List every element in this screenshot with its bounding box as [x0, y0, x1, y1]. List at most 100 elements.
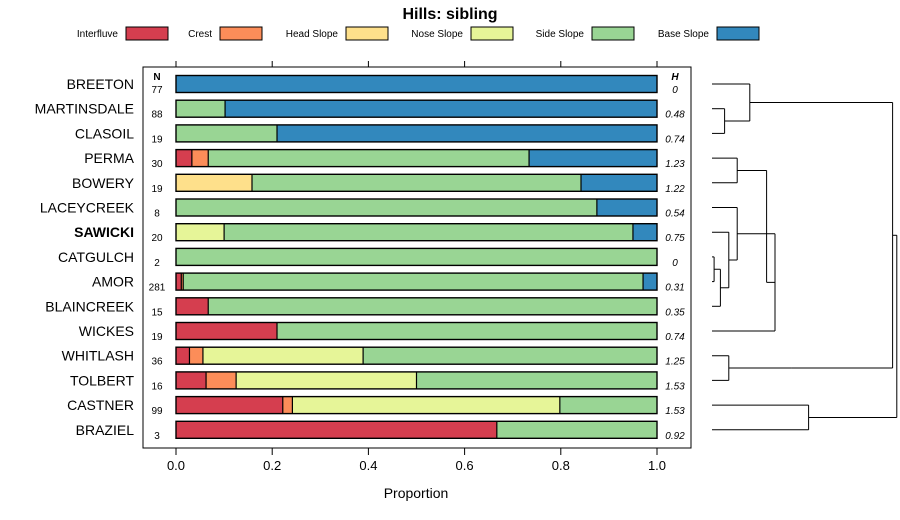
- bar-segment-laceycreek-base-slope: [596, 199, 657, 216]
- legend-label-interfluve: Interfluve: [77, 29, 119, 40]
- bar-segment-sawicki-nose-slope: [176, 223, 225, 241]
- x-tick-label-0-4: 0.4: [359, 458, 377, 473]
- legend-swatch-head-slope: [345, 26, 389, 41]
- n-value-blaincreek: 15: [151, 307, 163, 318]
- bar-row-laceycreek: LACEYCREEK 8 0.54: [40, 198, 685, 220]
- bar-rows: BREETON 77 0 MARTINSDALE 88 0.48 CLASOIL 19 0.74…: [35, 74, 685, 442]
- row-label-braziel: BRAZIEL: [76, 422, 135, 438]
- bar-row-whitlash: WHITLASH 36 1.25: [62, 346, 685, 368]
- bar-segment-clasoil-side-slope: [176, 124, 278, 142]
- bar-segment-blaincreek-interfluve: [176, 297, 209, 315]
- row-label-whitlash: WHITLASH: [62, 348, 134, 364]
- row-label-wickes: WICKES: [79, 323, 134, 339]
- n-value-sawicki: 20: [151, 233, 163, 244]
- bar-row-catgulch: CATGULCH 2 0: [58, 247, 678, 269]
- bar-segment-castner-nose-slope: [292, 396, 560, 414]
- h-value-amor: 0.31: [665, 283, 684, 294]
- row-label-catgulch: CATGULCH: [58, 249, 134, 265]
- bar-segment-wickes-side-slope: [277, 322, 657, 340]
- x-tick-label-0-8: 0.8: [552, 458, 570, 473]
- h-value-perma: 1.23: [665, 159, 685, 170]
- bar-segment-tolbert-side-slope: [416, 371, 657, 389]
- row-label-clasoil: CLASOIL: [75, 125, 134, 141]
- legend-label-head-slope: Head Slope: [286, 29, 339, 40]
- bar-outline-wickes: [175, 321, 658, 341]
- bar-outline-bowery: [175, 173, 658, 193]
- bar-row-wickes: WICKES 19 0.74: [79, 321, 685, 343]
- bar-segment-whitlash-interfluve: [176, 347, 190, 365]
- top-axis-ticks: [175, 61, 658, 67]
- n-value-wickes: 19: [151, 332, 163, 343]
- h-value-martinsdale: 0.48: [665, 110, 685, 121]
- x-axis-title: Proportion: [384, 485, 449, 501]
- bar-segment-bowery-head-slope: [176, 174, 252, 192]
- bar-segment-perma-side-slope: [208, 149, 530, 167]
- legend-swatch-nose-slope: [470, 26, 514, 41]
- row-label-bowery: BOWERY: [72, 175, 135, 191]
- bar-segment-whitlash-side-slope: [363, 347, 657, 365]
- n-value-bowery: 19: [151, 184, 163, 195]
- legend-label-nose-slope: Nose Slope: [411, 29, 463, 40]
- x-axis: 0.0 0.2 0.4 0.6 0.8 1.0: [167, 448, 666, 473]
- bar-segment-tolbert-nose-slope: [236, 371, 417, 389]
- bar-row-bowery: BOWERY 19 1.22: [72, 173, 685, 195]
- bar-segment-perma-base-slope: [529, 149, 657, 167]
- chart-title: Hills: sibling: [402, 6, 497, 23]
- legend-swatch-crest: [219, 26, 263, 41]
- n-value-clasoil: 19: [151, 134, 163, 145]
- row-label-breeton: BREETON: [67, 76, 134, 92]
- bar-segment-bowery-side-slope: [251, 174, 582, 192]
- bar-segment-sawicki-base-slope: [632, 223, 657, 241]
- h-value-catgulch: 0: [672, 258, 678, 269]
- h-value-sawicki: 0.75: [665, 233, 685, 244]
- n-value-whitlash: 36: [151, 357, 163, 368]
- bar-outline-sawicki: [175, 222, 658, 242]
- h-value-whitlash: 1.25: [665, 357, 685, 368]
- h-value-clasoil: 0.74: [665, 134, 685, 145]
- bar-row-amor: AMOR 281 0.31: [92, 272, 685, 294]
- n-value-breeton: 77: [151, 85, 163, 96]
- bar-row-clasoil: CLASOIL 19 0.74: [75, 124, 685, 145]
- bar-segment-amor-crest: [181, 273, 184, 291]
- x-tick-label-0-0: 0.0: [167, 458, 185, 473]
- bar-segment-tolbert-crest: [206, 371, 237, 389]
- row-label-perma: PERMA: [84, 150, 134, 166]
- bar-segment-whitlash-nose-slope: [202, 347, 364, 365]
- n-value-catgulch: 2: [154, 258, 160, 269]
- row-label-laceycreek: LACEYCREEK: [40, 200, 135, 216]
- h-value-bowery: 1.22: [665, 184, 685, 195]
- bar-segment-wickes-interfluve: [176, 322, 278, 340]
- row-label-sawicki: SAWICKI: [74, 224, 134, 240]
- bar-outline-braziel: [175, 420, 658, 439]
- bar-outline-breeton: [175, 74, 658, 94]
- bar-segment-braziel-side-slope: [496, 421, 657, 439]
- bar-segment-braziel-interfluve: [176, 421, 497, 439]
- row-label-blaincreek: BLAINCREEK: [45, 298, 134, 314]
- bar-segment-tolbert-interfluve: [176, 371, 207, 389]
- bar-segment-blaincreek-side-slope: [208, 297, 658, 315]
- bar-segment-martinsdale-side-slope: [176, 100, 226, 118]
- n-value-castner: 99: [151, 406, 163, 417]
- legend-label-base-slope: Base Slope: [658, 29, 710, 40]
- bar-row-breeton: BREETON 77 0: [67, 74, 678, 96]
- bar-segment-clasoil-base-slope: [277, 124, 657, 142]
- bar-outline-castner: [175, 395, 658, 415]
- h-value-breeton: 0: [672, 85, 678, 96]
- n-value-perma: 30: [151, 159, 163, 170]
- h-value-wickes: 0.74: [665, 332, 685, 343]
- bar-row-perma: PERMA 30 1.23: [84, 148, 685, 170]
- bar-segment-amor-interfluve: [176, 273, 182, 291]
- bar-segment-whitlash-crest: [189, 347, 203, 365]
- bar-segment-breeton-base-slope: [176, 75, 657, 93]
- bar-row-tolbert: TOLBERT 16 1.53: [70, 371, 685, 392]
- n-value-amor: 281: [149, 283, 166, 294]
- bar-row-sawicki: SAWICKI 20 0.75: [74, 222, 685, 244]
- bar-segment-catgulch-side-slope: [176, 248, 657, 266]
- n-value-martinsdale: 88: [151, 110, 163, 121]
- row-label-castner: CASTNER: [67, 397, 134, 413]
- bar-outline-perma: [175, 148, 658, 168]
- bar-segment-castner-side-slope: [559, 396, 657, 414]
- row-label-amor: AMOR: [92, 274, 134, 290]
- row-label-martinsdale: MARTINSDALE: [35, 101, 134, 117]
- bar-outline-amor: [175, 272, 658, 291]
